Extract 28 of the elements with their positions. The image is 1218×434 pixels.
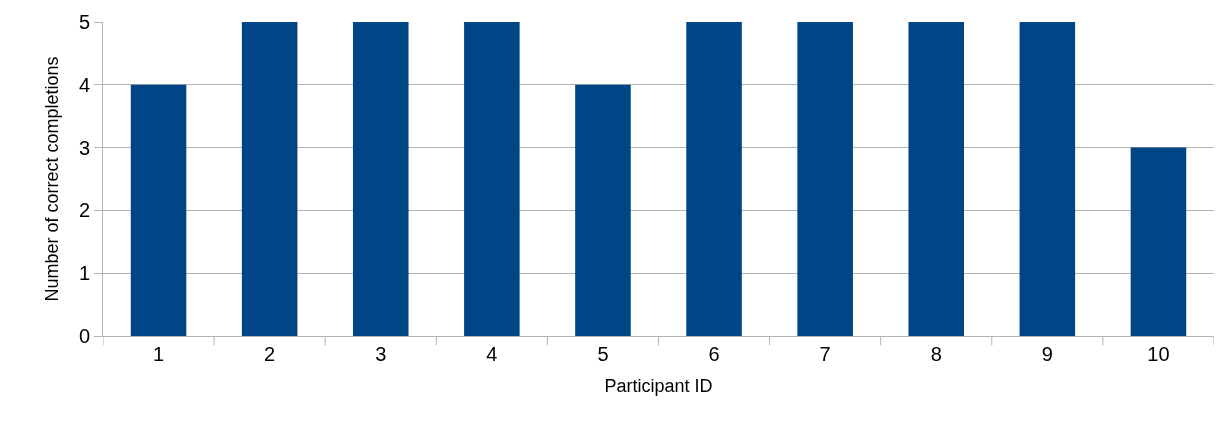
x-tick-label: 1	[152, 343, 165, 365]
x-tick-label: 4	[486, 343, 498, 365]
bar	[1019, 22, 1076, 336]
bar	[130, 84, 187, 336]
y-tick-label: 1	[78, 262, 90, 285]
y-tick-label: 0	[78, 325, 90, 347]
bar	[908, 22, 965, 336]
x-tick-label: 6	[708, 343, 720, 365]
bar	[1130, 147, 1187, 336]
bar	[352, 22, 409, 336]
x-tick-label: 7	[819, 343, 831, 365]
x-tick-label: 5	[597, 343, 609, 365]
x-axis-title: Participant ID	[604, 376, 713, 397]
x-tick-label: 2	[264, 343, 276, 365]
bar	[241, 22, 298, 336]
x-tick-label: 9	[1041, 343, 1053, 365]
y-tick-label: 5	[78, 11, 90, 33]
y-tick-label: 3	[78, 136, 90, 159]
bar	[686, 22, 742, 336]
bar	[464, 22, 520, 336]
x-tick-label: 8	[930, 343, 942, 365]
y-tick-label: 4	[78, 73, 90, 96]
bar	[575, 84, 631, 336]
x-tick-label: 10	[1147, 343, 1170, 365]
bar	[797, 22, 853, 336]
y-tick-label: 2	[78, 199, 90, 222]
y-axis-title: Number of correct completions	[42, 56, 63, 302]
x-tick-label: 3	[375, 343, 387, 365]
